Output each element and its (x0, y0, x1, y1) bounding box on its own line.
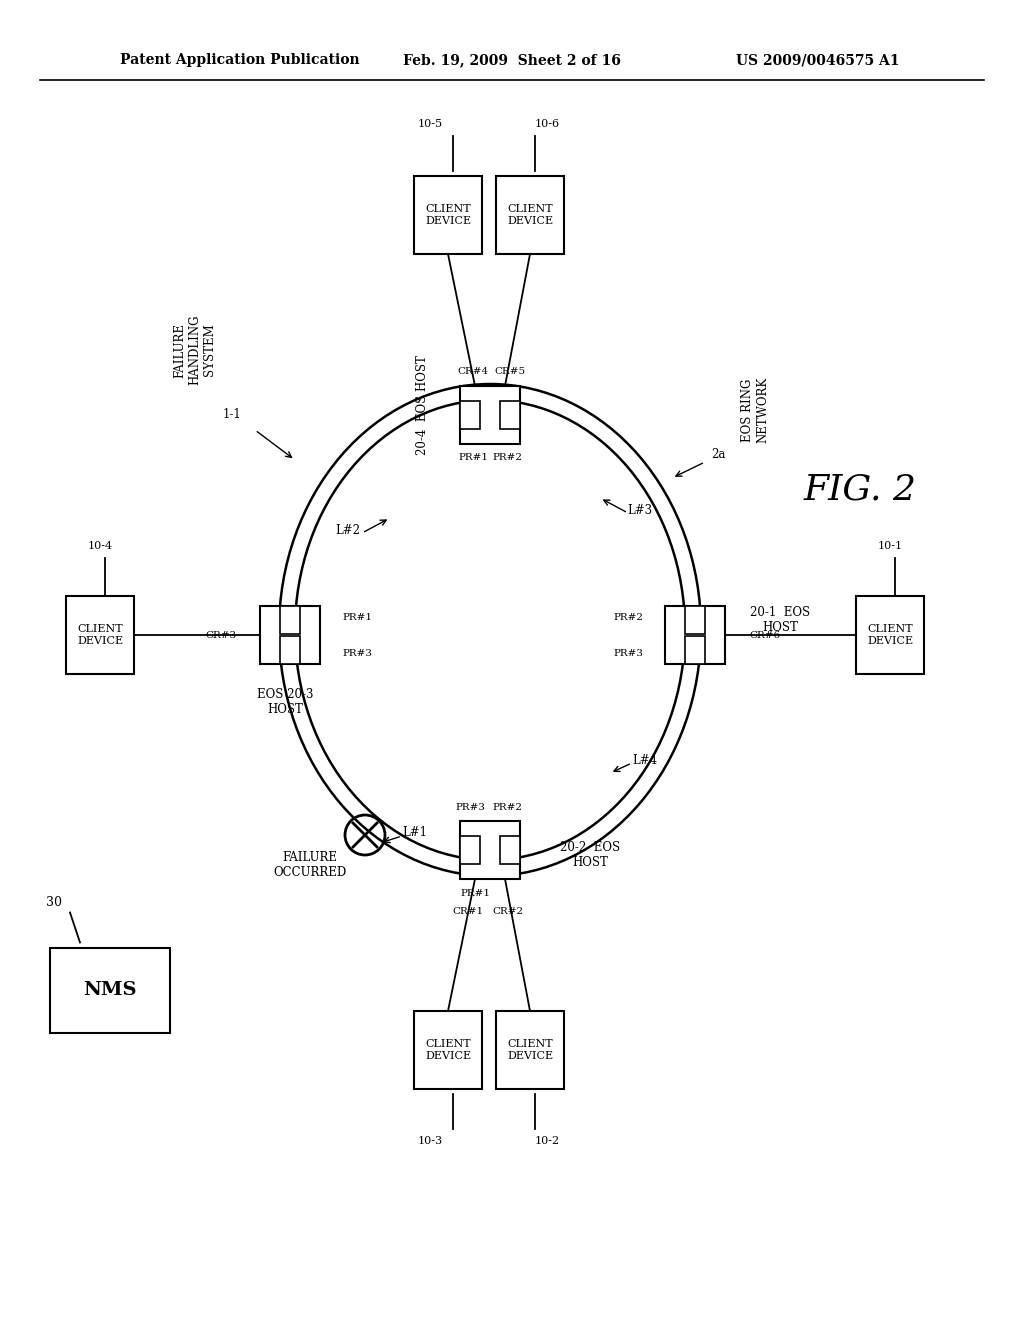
Text: L#3: L#3 (628, 503, 652, 516)
Text: FIG. 2: FIG. 2 (804, 473, 916, 507)
Text: CLIENT
DEVICE: CLIENT DEVICE (867, 624, 913, 645)
Text: 10-3: 10-3 (418, 1137, 443, 1146)
Bar (460, 821, 520, 879)
Text: CR#4: CR#4 (458, 367, 488, 376)
Text: CLIENT
DEVICE: CLIENT DEVICE (77, 624, 123, 645)
Bar (414, 1011, 482, 1089)
Bar (460, 836, 480, 865)
Bar (260, 606, 319, 664)
Bar (496, 1011, 564, 1089)
Bar (685, 636, 705, 664)
Bar (414, 176, 482, 253)
Bar (500, 836, 520, 865)
Bar (496, 176, 564, 253)
Text: 2a: 2a (711, 449, 725, 462)
Text: PR#1: PR#1 (460, 888, 490, 898)
Text: CR#6: CR#6 (749, 631, 780, 639)
Text: 10-6: 10-6 (535, 119, 560, 129)
Text: 20-4  EOS HOST: 20-4 EOS HOST (416, 355, 428, 455)
Text: CR#5: CR#5 (495, 367, 525, 376)
Bar (280, 606, 300, 634)
Text: L#1: L#1 (402, 826, 427, 840)
Text: 20-1  EOS
HOST: 20-1 EOS HOST (750, 606, 810, 634)
Text: PR#3: PR#3 (455, 803, 485, 812)
Text: 1-1: 1-1 (222, 408, 242, 421)
Bar (280, 636, 300, 664)
Bar (460, 385, 520, 444)
Text: EOS RING
NETWORK: EOS RING NETWORK (741, 378, 769, 444)
Bar (66, 597, 134, 675)
Text: EOS 20-3
HOST: EOS 20-3 HOST (257, 688, 313, 715)
Bar (685, 606, 705, 634)
Text: CLIENT
DEVICE: CLIENT DEVICE (425, 205, 471, 226)
Text: NMS: NMS (83, 981, 137, 999)
Text: CLIENT
DEVICE: CLIENT DEVICE (507, 205, 553, 226)
Text: 10-4: 10-4 (87, 541, 113, 550)
Text: CR#2: CR#2 (493, 907, 523, 916)
Bar (856, 597, 924, 675)
Bar (665, 606, 725, 664)
Text: 30: 30 (46, 896, 62, 909)
Bar (50, 948, 170, 1032)
Text: Patent Application Publication: Patent Application Publication (120, 53, 359, 67)
Text: PR#3: PR#3 (342, 648, 372, 657)
Text: L#2: L#2 (336, 524, 360, 536)
Text: US 2009/0046575 A1: US 2009/0046575 A1 (736, 53, 900, 67)
Text: 10-5: 10-5 (418, 119, 443, 129)
Text: FAILURE
HANDLING
SYSTEM: FAILURE HANDLING SYSTEM (173, 314, 216, 385)
Text: 20-2  EOS
HOST: 20-2 EOS HOST (560, 841, 621, 869)
Bar (500, 401, 520, 429)
Text: 10-2: 10-2 (535, 1137, 560, 1146)
Bar (460, 401, 480, 429)
Text: PR#1: PR#1 (342, 612, 372, 622)
Text: PR#1: PR#1 (458, 454, 488, 462)
Text: Feb. 19, 2009  Sheet 2 of 16: Feb. 19, 2009 Sheet 2 of 16 (403, 53, 621, 67)
Text: PR#2: PR#2 (492, 454, 522, 462)
Text: CLIENT
DEVICE: CLIENT DEVICE (507, 1039, 553, 1061)
Text: L#4: L#4 (633, 754, 657, 767)
Text: PR#2: PR#2 (613, 612, 643, 622)
Text: 10-1: 10-1 (878, 541, 902, 550)
Text: PR#3: PR#3 (613, 648, 643, 657)
Text: CR#3: CR#3 (205, 631, 236, 639)
Text: CR#1: CR#1 (453, 907, 483, 916)
Text: FAILURE
OCCURRED: FAILURE OCCURRED (273, 851, 347, 879)
Text: PR#2: PR#2 (492, 803, 522, 812)
Text: CLIENT
DEVICE: CLIENT DEVICE (425, 1039, 471, 1061)
